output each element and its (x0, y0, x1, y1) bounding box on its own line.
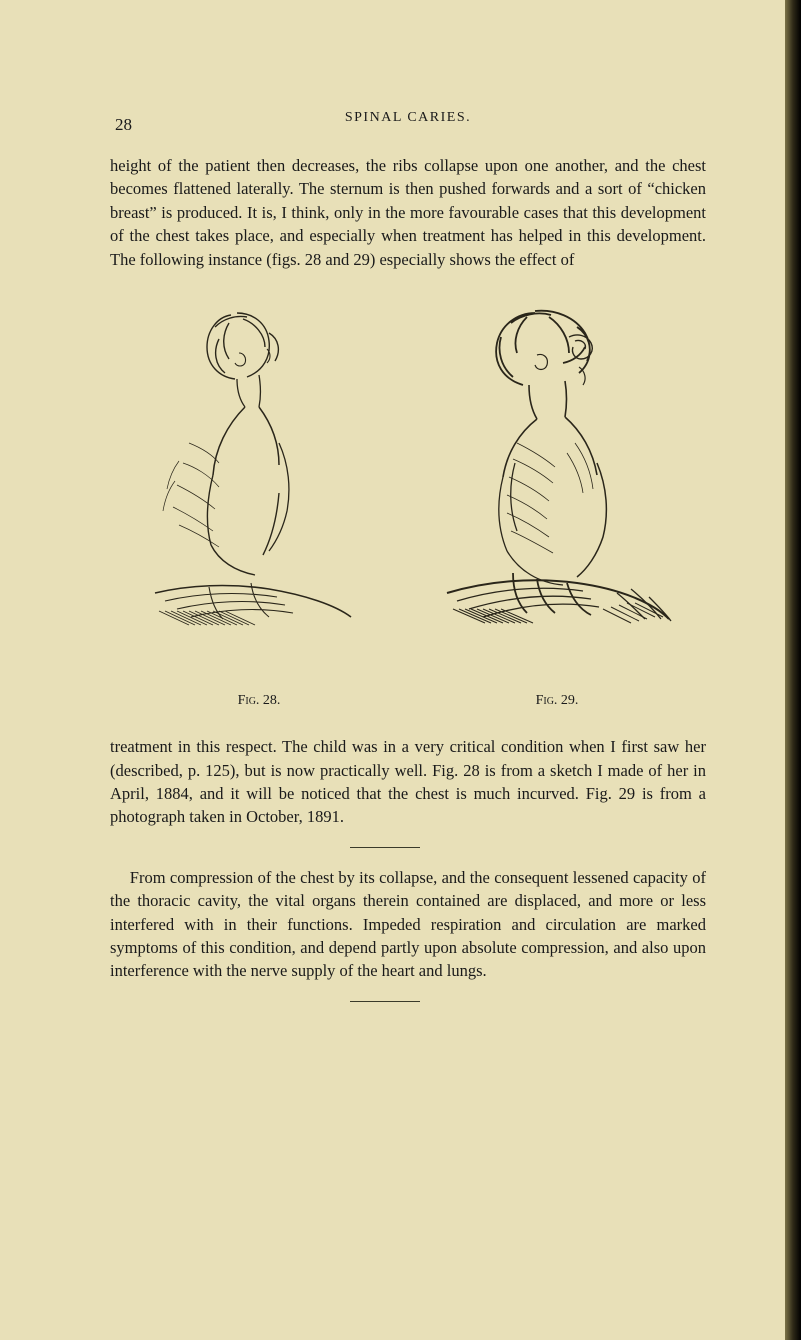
figure-28-caption: Fig. 28. (238, 693, 281, 709)
figure-28 (110, 293, 408, 683)
figure-29-caption: Fig. 29. (536, 693, 579, 709)
figure-29 (408, 293, 706, 683)
page-number: 28 (115, 115, 132, 135)
figure-28-sketch (119, 293, 399, 683)
paragraph-2: treatment in this respect. The child was… (110, 735, 706, 829)
paragraph-1: height of the patient then decreases, th… (110, 154, 706, 271)
figure-captions: Fig. 28. Fig. 29. (110, 693, 706, 709)
section-rule-2 (350, 1001, 420, 1002)
running-head: SPINAL CARIES. (110, 110, 706, 126)
section-rule-1 (350, 847, 420, 848)
book-page: 28 SPINAL CARIES. height of the patient … (0, 0, 801, 1340)
figure-29-sketch (417, 293, 697, 683)
figure-row (110, 293, 706, 683)
paragraph-3: From compression of the chest by its col… (110, 866, 706, 983)
